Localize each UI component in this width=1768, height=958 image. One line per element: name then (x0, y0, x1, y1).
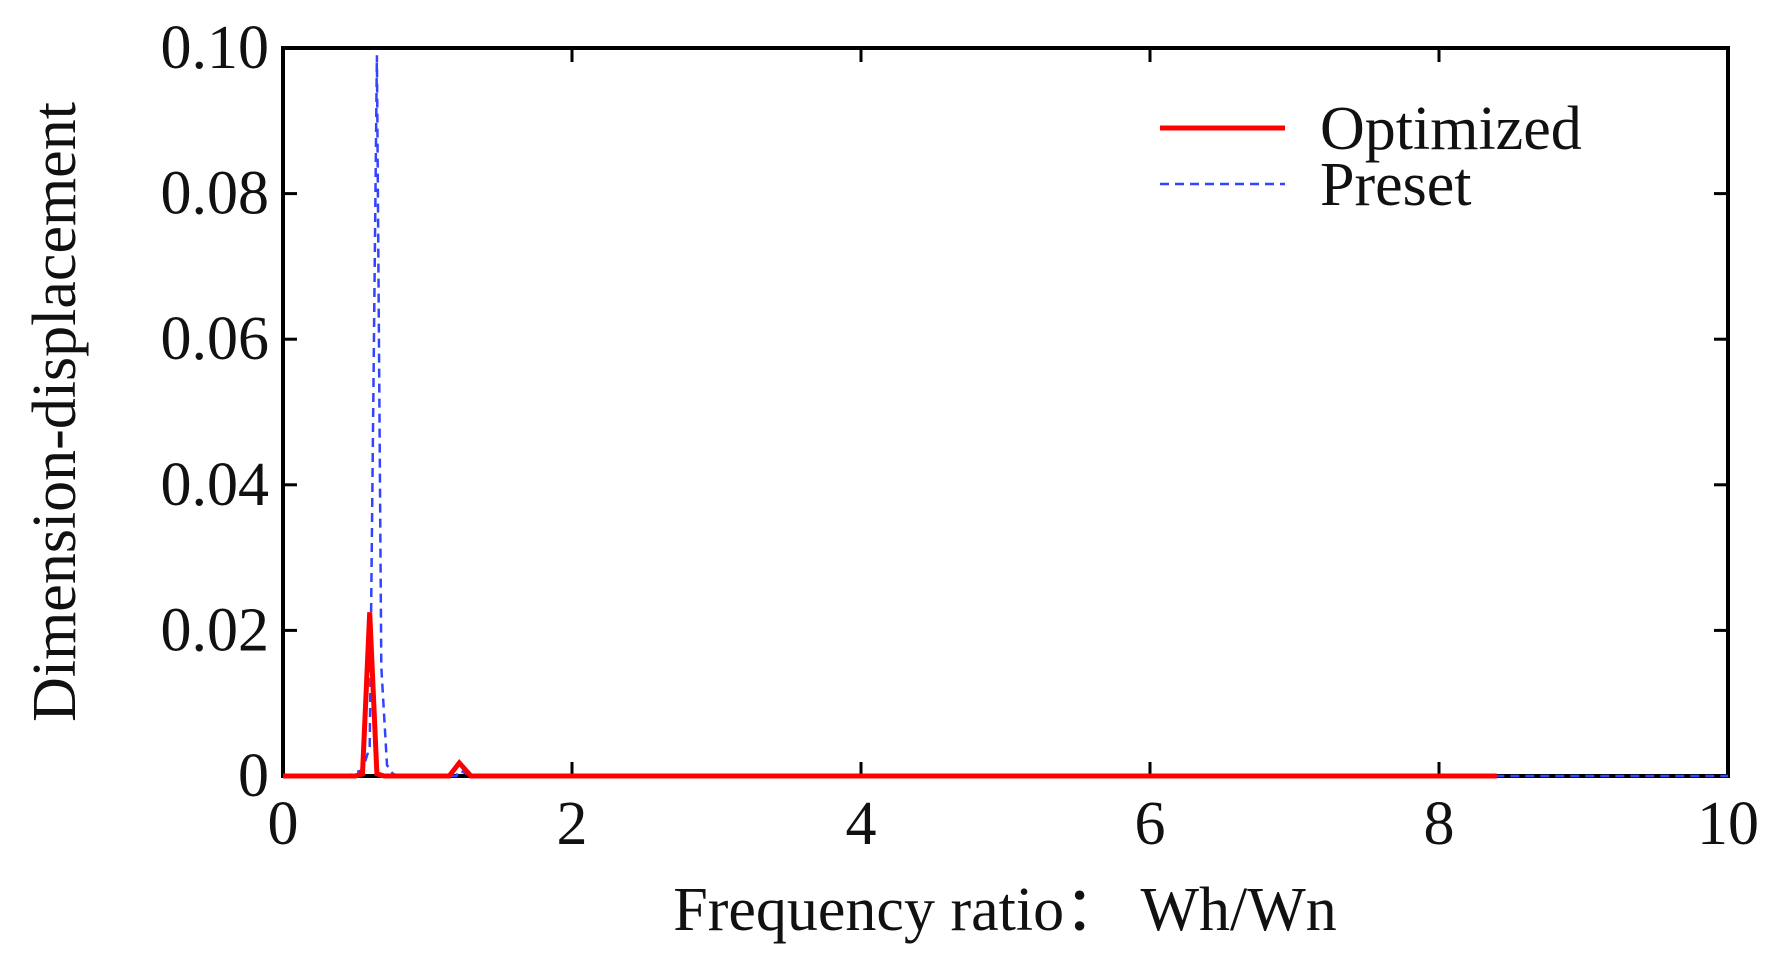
x-tick-label: 0 (268, 790, 299, 858)
y-tick-label: 0.02 (161, 596, 270, 664)
legend-label-optimized: Optimized (1320, 95, 1582, 163)
y-axis-label: Dimension-displacement (21, 102, 89, 722)
y-axis-ticks: 0 0.02 0.04 0.06 0.08 0.10 (161, 14, 1728, 810)
series-line-preset (283, 55, 1728, 778)
x-tick-label: 10 (1697, 790, 1759, 858)
y-tick-label: 0 (238, 742, 269, 810)
x-axis-ticks: 0 2 4 6 8 10 (268, 48, 1759, 858)
plot-area: 0 2 4 6 8 10 0 0.02 0.04 0.06 0.08 0.10 (161, 14, 1760, 858)
series-line-optimized (283, 612, 1497, 779)
y-tick-label: 0.08 (161, 160, 270, 228)
x-tick-label: 6 (1135, 790, 1166, 858)
x-tick-label: 8 (1424, 790, 1455, 858)
x-axis-label: Frequency ratio： Wh/Wn (673, 876, 1336, 944)
series-layer (283, 55, 1728, 779)
x-tick-label: 2 (557, 790, 588, 858)
y-tick-label: 0.04 (161, 451, 270, 519)
x-tick-label: 4 (846, 790, 877, 858)
legend-label-preset: Preset (1320, 151, 1472, 219)
y-tick-label: 0.10 (161, 14, 270, 82)
y-tick-label: 0.06 (161, 305, 270, 373)
